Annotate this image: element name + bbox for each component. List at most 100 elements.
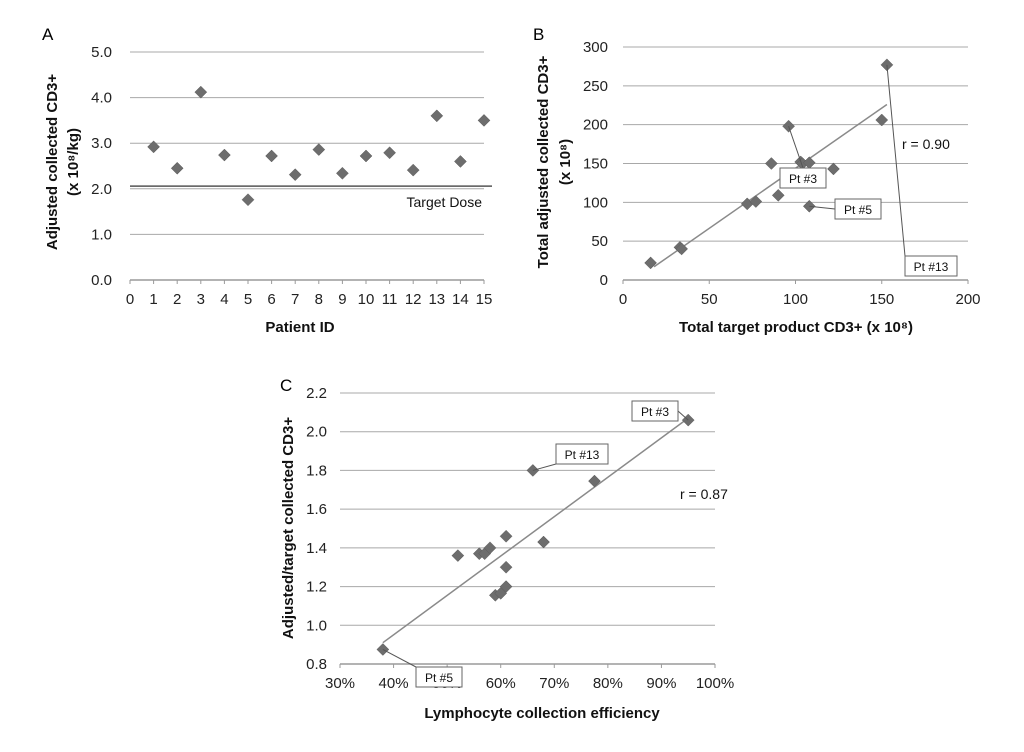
panel-a-x-tick-label: 7 (291, 291, 299, 308)
panel-a-x-tick-label: 4 (220, 291, 228, 308)
panel-c-trendline (382, 417, 689, 644)
panel-a-x-tick-label: 10 (358, 291, 375, 308)
panel-a-data-point (336, 166, 349, 180)
panel-c-callout-label: Pt #5 (425, 671, 453, 685)
panel-a-x-tick-label: 3 (197, 291, 205, 308)
panel-a-data-point (477, 114, 491, 127)
panel-a-x-tick-label: 0 (126, 291, 134, 308)
panel-b-data-point (644, 256, 657, 270)
panel-a-y-tick-label: 4.0 (91, 90, 112, 107)
panel-a-y-tick-label: 3.0 (91, 135, 112, 152)
panel-c-callout-pointer (677, 410, 689, 421)
panel-c-y-axis-title: Adjusted/target collected CD3+ (280, 417, 297, 639)
panel-b-callout-box (834, 198, 882, 220)
panel-c-x-tick-label: 70% (539, 675, 569, 692)
panel-a-data-point (170, 161, 184, 175)
panel-a-data-point (288, 168, 302, 182)
panel-a-data-point (430, 109, 444, 123)
panel-a-chart: A Adjusted collected CD3+ (x 10⁸/kg) Pat… (42, 25, 492, 336)
panel-b-x-tick-label: 0 (619, 291, 627, 308)
panel-b-data-point (771, 188, 785, 202)
panel-c-x-tick-label: 100% (696, 675, 734, 692)
panel-b-data-point (749, 195, 763, 208)
target-dose-label: Target Dose (407, 194, 483, 210)
panel-c-data-point (588, 474, 601, 488)
panel-a-x-tick-label: 1 (149, 291, 157, 308)
panel-b-callout-pointer (788, 126, 804, 169)
panel-c-callout: Pt #13 (532, 443, 609, 471)
panel-a-x-tick-label: 11 (382, 291, 398, 308)
panel-a-letter: A (42, 25, 54, 44)
panel-b-callout: Pt #3 (779, 126, 827, 189)
panel-c-callout-pointer (532, 463, 557, 471)
panel-c-x-tick-label: 30% (325, 675, 355, 692)
panel-c-y-tick-label: 1.4 (306, 540, 327, 557)
panel-c-x-axis-title: Lymphocyte collection efficiency (424, 705, 660, 722)
panel-c-x-tick-label: 80% (593, 675, 623, 692)
panel-a-y-tick-label: 2.0 (91, 181, 112, 198)
panel-a-x-tick-label: 2 (173, 291, 181, 308)
panel-b-x-tick-label: 50 (701, 291, 718, 308)
panel-c-y-tick-label: 1.2 (306, 579, 327, 596)
panel-a-x-tick-label: 12 (405, 291, 422, 308)
panel-c-callout-label: Pt #3 (641, 405, 669, 419)
panel-c-correlation-label: r = 0.87 (680, 486, 728, 502)
panel-b-data-point (764, 157, 778, 170)
panel-a-y-tick-label: 0.0 (91, 272, 112, 289)
panel-b-y-axis-unit: (x 10⁸) (557, 139, 574, 185)
panel-c-callout-box (415, 666, 463, 688)
panel-c-y-tick-label: 1.0 (306, 617, 327, 634)
panel-a-data-point (194, 85, 208, 99)
panel-c-callout-box (555, 443, 609, 465)
panel-b-callout-box (779, 167, 827, 189)
panel-b-callout-box (904, 255, 958, 277)
panel-a-data-point (383, 146, 396, 160)
panel-c-y-tick-label: 0.8 (306, 656, 327, 673)
panel-c-y-tick-label: 1.6 (306, 501, 327, 518)
panel-a-x-tick-label: 6 (267, 291, 275, 308)
panel-a-x-tick-label: 9 (338, 291, 346, 308)
panel-a-y-axis-unit: (x 10⁸/kg) (65, 128, 82, 196)
panel-b-y-tick-label: 250 (583, 78, 608, 95)
panel-b-x-axis-title: Total target product CD3+ (x 10⁸) (679, 319, 913, 336)
panel-b-y-tick-label: 0 (600, 272, 608, 289)
panel-a-x-axis-title: Patient ID (265, 319, 334, 336)
panel-a-data-point (147, 140, 160, 154)
panel-b-trendline (653, 103, 888, 268)
panel-b-y-axis-title: Total adjusted collected CD3+ (535, 55, 552, 268)
panel-a-y-axis-title: Adjusted collected CD3+ (44, 74, 61, 251)
panel-c-y-tick-label: 2.2 (306, 385, 327, 402)
panel-b-callout-label: Pt #5 (844, 203, 872, 217)
panel-a-x-tick-label: 5 (244, 291, 252, 308)
panel-b-callout-pointer (886, 64, 906, 257)
panel-c-callout-pointer (382, 649, 417, 668)
panel-a-data-point (312, 143, 326, 156)
panel-c-callout-label: Pt #13 (565, 448, 600, 462)
panel-b-callout-pointer (809, 205, 836, 210)
panel-a-y-tick-label: 5.0 (91, 44, 112, 61)
panel-c-y-tick-label: 2.0 (306, 424, 327, 441)
panel-a-x-tick-label: 8 (315, 291, 323, 308)
panel-b-x-tick-label: 150 (869, 291, 894, 308)
panel-b-data-point (827, 162, 840, 176)
panel-b-callout-label: Pt #13 (914, 260, 949, 274)
panel-b-y-tick-label: 150 (583, 156, 608, 173)
panel-b-callout-label: Pt #3 (789, 172, 817, 186)
panel-a-x-tick-label: 14 (452, 291, 469, 308)
panel-c-callout: Pt #5 (382, 649, 463, 688)
panel-c-letter: C (280, 376, 292, 395)
panel-c-x-tick-label: 90% (646, 675, 676, 692)
panel-b-callout: Pt #13 (886, 64, 958, 277)
panel-c-x-tick-label: 40% (379, 675, 409, 692)
panel-c-data-point (499, 580, 513, 593)
panel-b-data-point (875, 113, 889, 127)
panel-c-data-point (499, 560, 513, 574)
panel-a-data-point (241, 193, 255, 207)
panel-b-letter: B (533, 25, 544, 44)
panel-b-data-point (675, 242, 689, 256)
panel-b-callout: Pt #5 (809, 198, 882, 220)
panel-b-y-tick-label: 300 (583, 39, 608, 56)
panel-b-y-tick-label: 100 (583, 194, 608, 211)
panel-c-data-point (451, 549, 465, 562)
